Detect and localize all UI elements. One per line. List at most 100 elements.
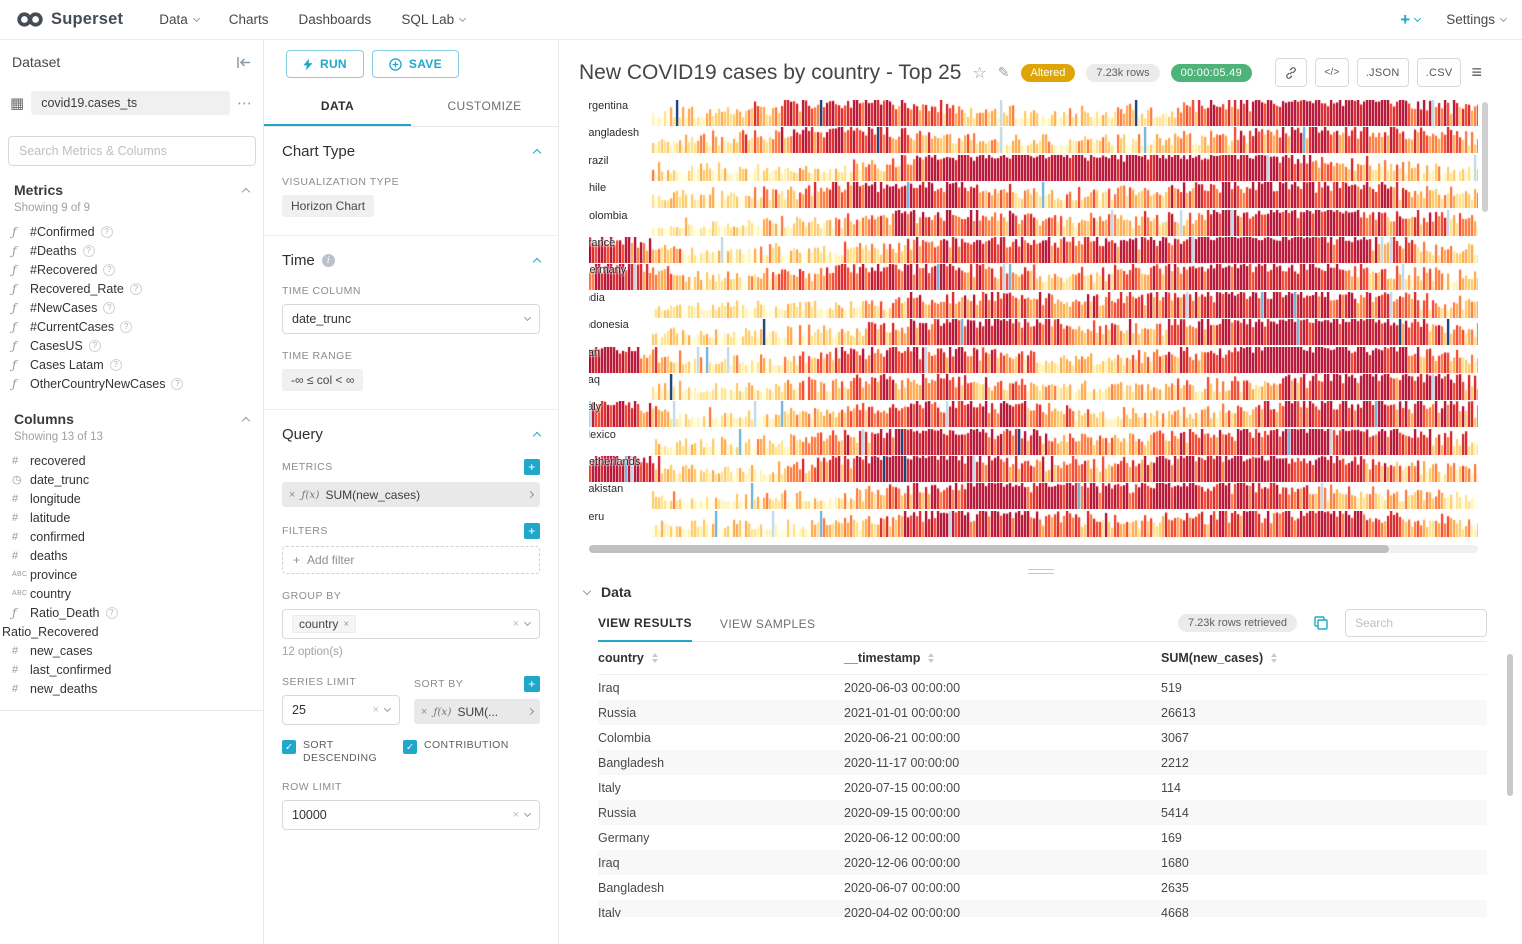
infinity-logo-icon bbox=[17, 12, 43, 27]
sort-by-pill[interactable]: × ƒ(x) SUM(... bbox=[414, 699, 540, 724]
nav-item-sql-lab[interactable]: SQL Lab bbox=[401, 12, 467, 27]
metrics-columns-search-input[interactable] bbox=[8, 136, 256, 166]
metric-item[interactable]: ƒ #Recovered? bbox=[0, 260, 263, 279]
new-button[interactable]: + bbox=[1400, 10, 1422, 30]
metric-item[interactable]: ƒ #Confirmed? bbox=[0, 222, 263, 241]
nav-item-data[interactable]: Data bbox=[159, 12, 200, 27]
column-item[interactable]: # confirmed bbox=[12, 529, 85, 544]
help-icon: ? bbox=[109, 358, 122, 371]
column-item[interactable]: # new_deaths bbox=[12, 681, 98, 696]
dataset-selector[interactable]: ▦ covid19.cases_ts ⋯ bbox=[0, 88, 263, 118]
function-icon: ƒ bbox=[12, 262, 17, 277]
panel-resize-handle[interactable] bbox=[1027, 569, 1054, 574]
column-header-sum-new-cases[interactable]: SUM(new_cases) bbox=[1161, 651, 1487, 665]
tab-view-results[interactable]: VIEW RESULTS bbox=[598, 604, 692, 642]
save-button[interactable]: SAVE bbox=[371, 50, 459, 78]
superset-logo[interactable]: Superset bbox=[16, 10, 123, 29]
column-item[interactable]: # latitude bbox=[12, 510, 71, 525]
metrics-section-header[interactable]: Metrics bbox=[0, 166, 263, 200]
column-item[interactable]: # last_confirmed bbox=[12, 662, 112, 677]
metric-item[interactable]: ƒ OtherCountryNewCases? bbox=[0, 374, 263, 393]
chart-menu-icon[interactable]: ≡ bbox=[1471, 62, 1482, 82]
row-limit-select[interactable]: 10000 × bbox=[282, 800, 540, 830]
tab-data[interactable]: DATA bbox=[264, 88, 411, 126]
column-item[interactable]: ƒ Ratio_Death? bbox=[0, 603, 263, 622]
column-item[interactable]: # new_cases bbox=[12, 643, 93, 658]
viz-type-value[interactable]: Horizon Chart bbox=[282, 195, 375, 217]
chevron-up-icon[interactable] bbox=[532, 431, 542, 441]
remove-tag-icon[interactable]: × bbox=[343, 618, 350, 630]
time-column-select[interactable]: date_trunc bbox=[282, 304, 540, 334]
horizon-row: Bangladesh bbox=[589, 126, 1478, 154]
column-header-timestamp[interactable]: __timestamp bbox=[844, 651, 1161, 665]
nav-item-dashboards[interactable]: Dashboards bbox=[298, 12, 372, 27]
contribution-checkbox[interactable]: ✓ CONTRIBUTION bbox=[403, 739, 509, 754]
results-search-input[interactable] bbox=[1345, 608, 1487, 637]
scrollbar-thumb[interactable] bbox=[1482, 102, 1488, 212]
column-header-country[interactable]: country bbox=[598, 651, 844, 665]
table-cell: Germany bbox=[598, 830, 650, 845]
dataset-more-icon[interactable]: ⋯ bbox=[237, 95, 253, 112]
scrollbar-thumb[interactable] bbox=[589, 545, 1390, 553]
export-json-button[interactable]: .JSON bbox=[1356, 58, 1409, 87]
column-item[interactable]: # recovered bbox=[12, 453, 86, 468]
column-item[interactable]: ABC country bbox=[12, 586, 71, 601]
metric-item[interactable]: ƒ Recovered_Rate? bbox=[0, 279, 263, 298]
table-row: Russia 2020-09-15 00:00:00 5414 bbox=[598, 800, 1487, 825]
export-csv-button[interactable]: .CSV bbox=[1416, 58, 1462, 87]
time-range-value[interactable]: -∞ ≤ col < ∞ bbox=[282, 369, 364, 391]
remove-metric-icon[interactable]: × bbox=[289, 488, 296, 501]
metric-item[interactable]: ƒ #Deaths? bbox=[0, 241, 263, 260]
metric-item[interactable]: ƒ #CurrentCases? bbox=[0, 317, 263, 336]
altered-badge[interactable]: Altered bbox=[1020, 63, 1076, 82]
add-metric-button[interactable]: + bbox=[524, 459, 540, 475]
favorite-star-icon[interactable]: ☆ bbox=[972, 64, 987, 82]
time-section: Time i TIME COLUMN date_trunc TIME RANGE… bbox=[264, 236, 558, 410]
group-by-select[interactable]: country × × bbox=[282, 609, 540, 639]
metric-item[interactable]: ƒ CasesUS? bbox=[0, 336, 263, 355]
embed-code-button[interactable]: </> bbox=[1315, 58, 1349, 87]
chevron-up-icon[interactable] bbox=[532, 148, 542, 158]
scrollbar-thumb[interactable] bbox=[1507, 654, 1513, 796]
chevron-up-icon[interactable] bbox=[532, 257, 542, 267]
help-icon: ? bbox=[103, 263, 116, 276]
horizon-row-label: Colombia bbox=[589, 209, 628, 222]
metric-item[interactable]: ƒ Cases Latam? bbox=[0, 355, 263, 374]
collapse-panel-icon[interactable] bbox=[236, 56, 251, 69]
column-item[interactable]: # longitude bbox=[12, 491, 81, 506]
group-by-tag[interactable]: country × bbox=[292, 615, 357, 633]
column-item[interactable]: ◷ date_trunc bbox=[12, 472, 90, 487]
sort-icon bbox=[928, 653, 935, 663]
add-filter-button[interactable]: + Add filter bbox=[282, 546, 540, 574]
add-sort-by-button[interactable]: + bbox=[524, 676, 540, 692]
chart-horizontal-scrollbar bbox=[589, 545, 1478, 553]
horizon-canvas bbox=[589, 319, 1478, 346]
clear-icon[interactable]: × bbox=[372, 704, 379, 716]
series-limit-select[interactable]: 25 × bbox=[282, 695, 400, 725]
function-icon: ƒ bbox=[12, 338, 17, 353]
sort-descending-checkbox[interactable]: ✓ SORT DESCENDING bbox=[282, 739, 383, 765]
horizon-row: Indonesia bbox=[589, 318, 1478, 346]
remove-sort-icon[interactable]: × bbox=[421, 705, 428, 718]
metric-item[interactable]: ƒ #NewCases? bbox=[0, 298, 263, 317]
horizon-canvas bbox=[589, 100, 1478, 126]
copy-icon[interactable] bbox=[1313, 615, 1329, 631]
column-item[interactable]: # deaths bbox=[12, 548, 68, 563]
run-button[interactable]: RUN bbox=[286, 50, 364, 78]
column-item[interactable]: Ratio_Recovered bbox=[2, 624, 99, 639]
columns-section-header[interactable]: Columns bbox=[0, 395, 263, 429]
settings-menu[interactable]: Settings bbox=[1446, 12, 1508, 27]
metric-pill[interactable]: × ƒ(x) SUM(new_cases) bbox=[282, 482, 540, 507]
tab-view-samples[interactable]: VIEW SAMPLES bbox=[719, 616, 816, 631]
edit-title-icon[interactable]: ✎ bbox=[997, 64, 1010, 80]
text-icon: ABC bbox=[12, 571, 28, 578]
chevron-down-icon[interactable] bbox=[582, 586, 592, 595]
clear-icon[interactable]: × bbox=[512, 809, 519, 821]
clear-icon[interactable]: × bbox=[512, 618, 519, 630]
copy-link-button[interactable] bbox=[1275, 58, 1308, 87]
column-item[interactable]: ABC province bbox=[12, 567, 78, 582]
add-filter-plus-button[interactable]: + bbox=[524, 523, 540, 539]
nav-item-charts[interactable]: Charts bbox=[228, 12, 269, 27]
tab-customize[interactable]: CUSTOMIZE bbox=[447, 99, 522, 113]
chart-area: New COVID19 cases by country - Top 25 ☆ … bbox=[559, 40, 1522, 944]
